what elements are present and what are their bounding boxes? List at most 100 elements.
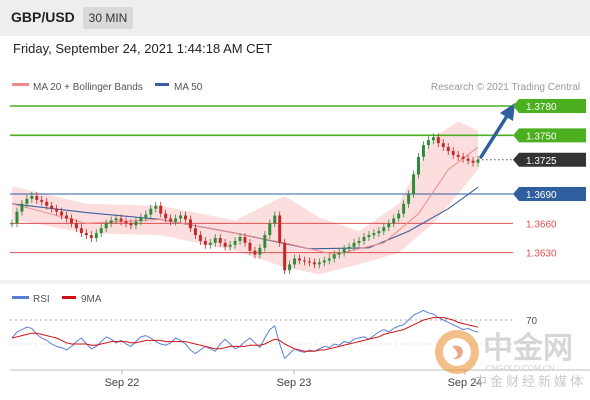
- candle-body: [392, 218, 396, 224]
- price-label-tag: [513, 152, 586, 167]
- candle-body: [238, 237, 242, 241]
- candle-body: [60, 211, 64, 216]
- candle-body: [263, 235, 267, 248]
- timeframe-button[interactable]: 30 MIN: [83, 7, 133, 29]
- candle-body: [367, 235, 371, 238]
- candle-body: [74, 223, 78, 229]
- candle-body: [253, 250, 257, 255]
- ma50-legend-swatch: [155, 83, 169, 86]
- candle-body: [273, 215, 277, 224]
- candle-body: [283, 242, 287, 271]
- candle-body: [298, 258, 302, 261]
- candle-body: [471, 160, 475, 163]
- candle-body: [426, 140, 430, 146]
- candle-body: [89, 235, 93, 238]
- candle-body: [10, 223, 14, 225]
- candle-body: [84, 233, 88, 236]
- candle-body: [377, 231, 381, 234]
- ma50-legend-label: MA 50: [174, 82, 203, 93]
- candle-body: [441, 143, 445, 148]
- candle-body: [461, 156, 465, 159]
- candle-body: [223, 242, 227, 247]
- candle-body: [144, 214, 148, 218]
- candle-body: [139, 217, 143, 222]
- candle-body: [451, 150, 455, 155]
- candle-body: [327, 258, 331, 261]
- candle-body: [233, 240, 237, 245]
- candle-body: [332, 254, 336, 259]
- candle-body: [149, 208, 153, 215]
- candle-body: [456, 154, 460, 157]
- candle-body: [30, 195, 34, 199]
- rsi-ma-legend-swatch: [62, 296, 76, 299]
- candle-body: [243, 237, 247, 243]
- candle-body: [436, 137, 440, 144]
- price-label: 1.3630: [526, 249, 557, 260]
- candle-body: [65, 215, 69, 219]
- candle-body: [184, 215, 187, 220]
- candle-body: [208, 242, 212, 245]
- candle-body: [307, 261, 311, 263]
- candle-body: [134, 221, 138, 226]
- candle-body: [248, 242, 252, 251]
- candle-body: [466, 158, 470, 161]
- candle-body: [40, 199, 44, 202]
- candle-body: [431, 137, 435, 141]
- candle-body: [104, 223, 108, 229]
- rsi-ma-legend-label: 9MA: [81, 294, 102, 305]
- source-credit: Research © 2021 Trading Central: [431, 82, 580, 93]
- x-tick-label: Sep 23: [277, 377, 312, 389]
- forecast-arrow: [479, 114, 509, 159]
- candle-body: [293, 258, 297, 265]
- candle-body: [198, 235, 202, 241]
- candle-body: [347, 246, 351, 249]
- ma20-legend-swatch: [12, 83, 29, 86]
- candle-body: [382, 227, 386, 232]
- price-label: 1.3660: [526, 219, 557, 230]
- candle-body: [352, 242, 356, 247]
- ma20-legend-label: MA 20 + Bollinger Bands: [33, 82, 143, 93]
- candle-body: [407, 193, 411, 204]
- candle-body: [203, 240, 207, 245]
- candle-body: [322, 260, 326, 263]
- candle-body: [25, 198, 29, 204]
- candle-body: [303, 260, 306, 262]
- rsi-ma-line: [11, 317, 479, 352]
- candle-body: [312, 262, 316, 265]
- candle-body: [476, 159, 480, 163]
- candle-body: [362, 237, 366, 241]
- candle-body: [387, 223, 391, 228]
- x-tick-label: Sep 24: [448, 377, 483, 389]
- candle-body: [397, 213, 401, 219]
- forecast-arrowhead: [500, 103, 515, 121]
- candle-body: [337, 252, 341, 255]
- candle-body: [124, 221, 128, 224]
- candle-body: [268, 223, 272, 236]
- candle-body: [45, 201, 49, 206]
- candle-body: [278, 215, 282, 243]
- rsi-70-label: 70: [526, 316, 538, 327]
- candle-body: [109, 220, 113, 224]
- candle-body: [179, 215, 183, 219]
- price-label: 1.3725: [526, 156, 557, 167]
- candle-body: [188, 219, 192, 229]
- candle-body: [70, 218, 73, 224]
- price-label-tag: [513, 186, 586, 201]
- candle-body: [213, 237, 217, 243]
- candle-body: [193, 228, 197, 236]
- candle-body: [119, 218, 123, 222]
- candle-body: [79, 228, 83, 234]
- candle-body: [99, 228, 103, 234]
- ma20-line: [11, 146, 479, 256]
- candle-body: [94, 233, 98, 238]
- candle-body: [169, 218, 173, 222]
- candle-body: [159, 205, 163, 214]
- candle-body: [357, 240, 361, 243]
- candle-body: [20, 203, 24, 212]
- price-label: 1.3690: [526, 190, 557, 201]
- rsi-line: [11, 309, 479, 360]
- candle-body: [446, 147, 450, 151]
- candle-body: [114, 218, 118, 221]
- chart-timestamp: Friday, September 24, 2021 1:44:18 AM CE…: [13, 41, 273, 56]
- candle-body: [372, 233, 376, 236]
